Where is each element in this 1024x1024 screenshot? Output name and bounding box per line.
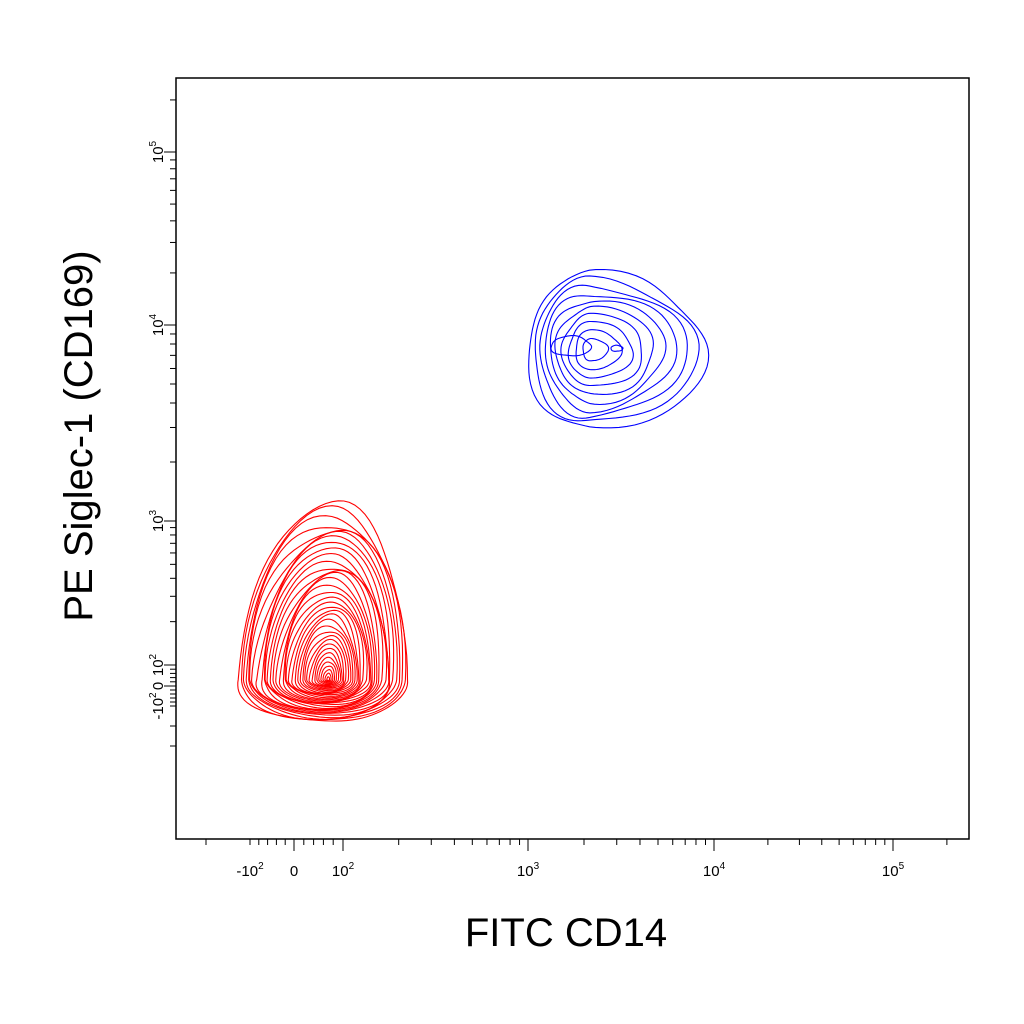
contour-line (237, 500, 409, 722)
contour-series (237, 268, 710, 722)
contour-line (308, 643, 345, 689)
contour-line (294, 613, 358, 696)
y-tick-label: 0 (150, 682, 167, 690)
contour-line (582, 337, 610, 362)
contour-line (326, 676, 331, 681)
plot-frame (175, 77, 970, 840)
contour-line (291, 609, 360, 697)
y-tick-label-base: -102 (148, 692, 167, 720)
red-population (237, 500, 409, 722)
contour-line (306, 638, 347, 690)
x-tick-label-base: 103 (517, 861, 540, 880)
contour-line (297, 618, 356, 695)
contour-line (255, 541, 391, 713)
x-tick-label-base: 105 (882, 861, 905, 880)
x-tick-labels: -102 0 102 103 104 105 (236, 861, 904, 880)
contour-line (263, 552, 388, 711)
contour-line (575, 329, 623, 371)
contour-line (240, 505, 407, 721)
x-tick-label-base: 0 (290, 863, 298, 880)
contour-line (320, 665, 336, 684)
contour-line (249, 530, 395, 716)
contour-line (567, 320, 634, 379)
contour-line (539, 284, 688, 419)
y-tick-label: -102 (148, 692, 167, 720)
contour-line (322, 669, 334, 683)
contour-line (269, 570, 378, 708)
y-tick-label-base: 105 (148, 140, 167, 163)
x-axis-title: FITC CD14 (465, 911, 667, 955)
x-tick-label: 0 (290, 863, 298, 880)
contour-line (287, 606, 361, 699)
x-tick-label: 103 (517, 861, 540, 880)
contour-line (314, 652, 342, 687)
contour-line (554, 305, 654, 395)
contour-line (272, 571, 376, 705)
minor-ticks (164, 99, 948, 851)
x-tick-label: 104 (703, 861, 726, 880)
contour-peak (610, 344, 624, 352)
x-tick-label: 105 (882, 861, 905, 880)
y-tick-label-base: 102 (148, 653, 167, 676)
contour-line (544, 295, 678, 414)
x-tick-label-base: -102 (236, 861, 264, 880)
contour-line (248, 529, 398, 719)
contour-peak (550, 335, 593, 357)
blue-population (528, 268, 710, 429)
contour-line (304, 635, 350, 692)
contour-line (299, 625, 354, 694)
y-tick-label: 103 (148, 509, 167, 532)
contour-line (316, 656, 340, 686)
x-tick-label-base: 102 (332, 861, 355, 880)
contour-line (318, 661, 337, 685)
contour-line (278, 584, 372, 704)
x-tick-label: 102 (332, 861, 355, 880)
contour-line (311, 647, 343, 688)
x-tick-label-base: 104 (703, 861, 726, 880)
contour-line (285, 601, 365, 700)
contour-line (302, 631, 352, 693)
y-tick-label: 104 (148, 313, 167, 336)
contour-line (282, 591, 371, 703)
contour-line (324, 672, 332, 682)
contour-line (560, 312, 642, 387)
y-tick-label-base: 103 (148, 509, 167, 532)
y-tick-labels: -102 0 102 103 104 105 (148, 140, 167, 719)
contour-line (534, 275, 700, 422)
x-tick-label: -102 (236, 861, 264, 880)
y-tick-label-base: 104 (148, 313, 167, 336)
contour-line (251, 535, 391, 714)
y-axis-title: PE Siglec-1 (CD169) (57, 250, 101, 621)
contour-line (275, 576, 373, 704)
contour-line (528, 268, 710, 429)
y-tick-label: 102 (148, 653, 167, 676)
contour-line (266, 568, 380, 710)
contour-line (284, 596, 368, 701)
contour-line (261, 547, 390, 712)
y-tick-label: 105 (148, 140, 167, 163)
y-tick-label-base: 0 (150, 682, 167, 690)
